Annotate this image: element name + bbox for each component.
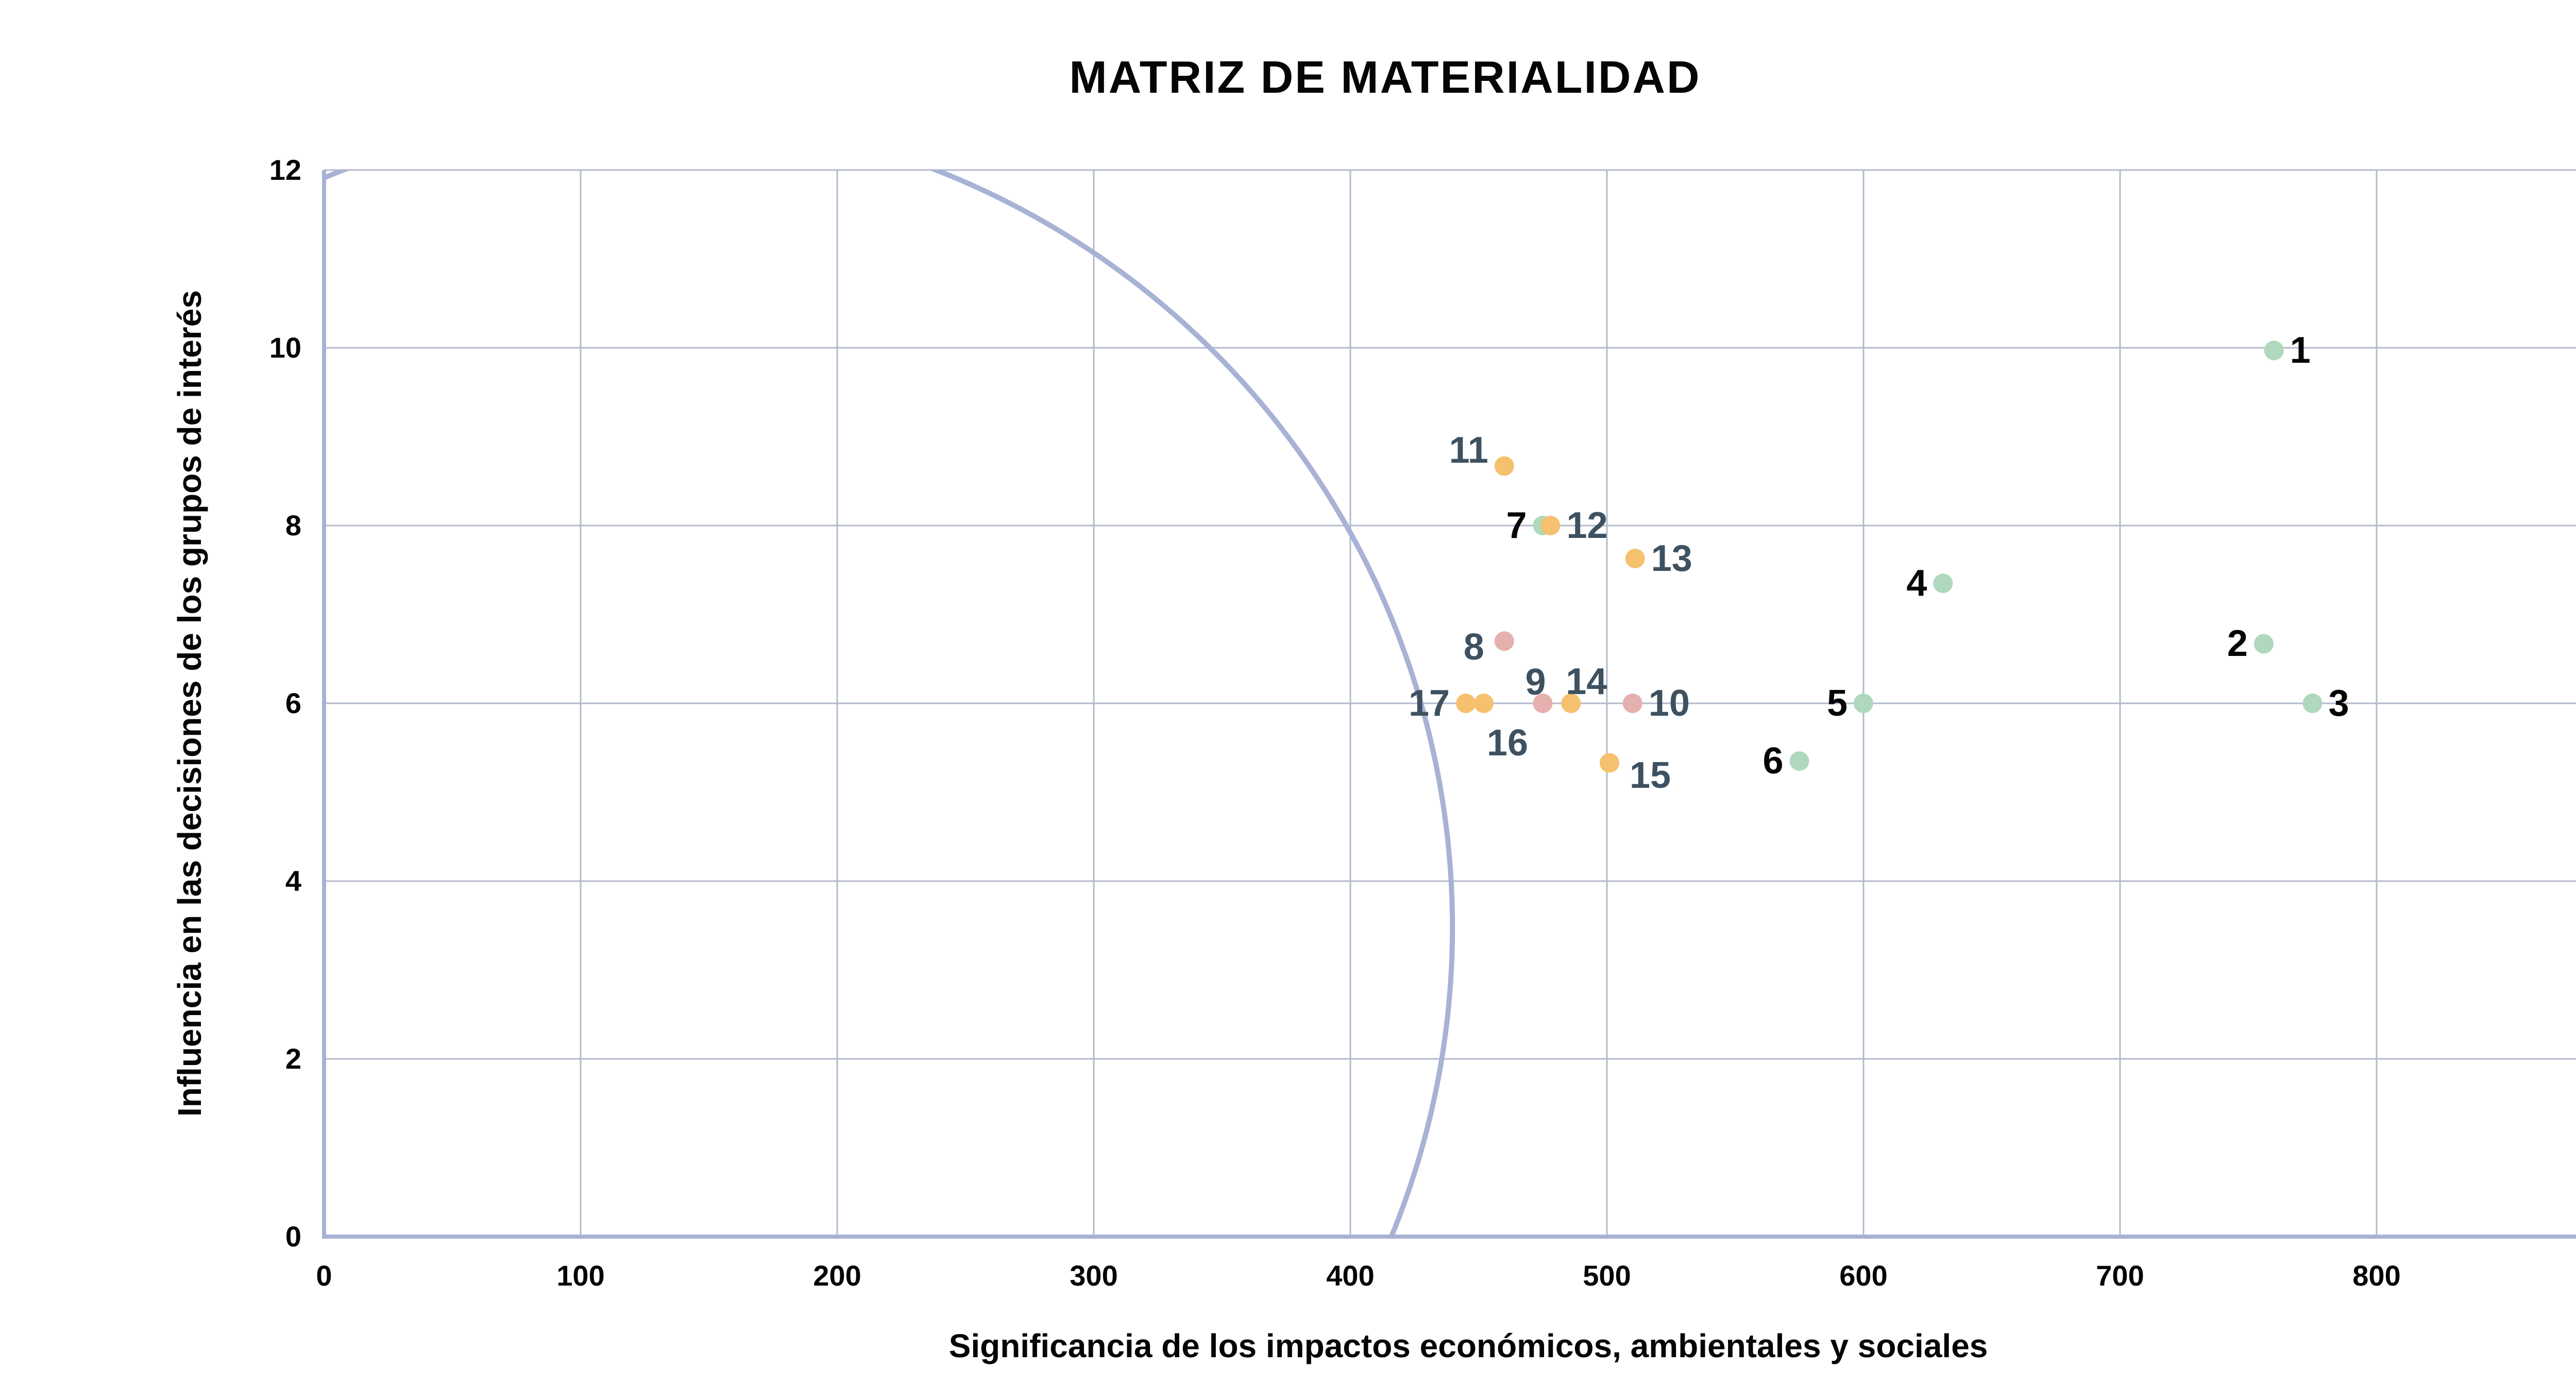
x-tick-label-800: 800: [2352, 1259, 2401, 1292]
x-tick-label-500: 500: [1583, 1259, 1631, 1292]
point-label-4: 4: [1906, 563, 1927, 604]
x-tick-label-300: 300: [1070, 1259, 1118, 1292]
point-dot-8: [1494, 631, 1514, 651]
point-dot-4: [1933, 573, 1953, 594]
point-dot-9: [1533, 694, 1553, 713]
point-label-17: 17: [1409, 683, 1450, 724]
point-dot-13: [1625, 548, 1645, 568]
y-tick-label-10: 10: [269, 331, 301, 364]
x-tick-label-400: 400: [1326, 1259, 1375, 1292]
point-label-10: 10: [1648, 683, 1690, 724]
point-label-6: 6: [1762, 740, 1784, 782]
y-tick-label-6: 6: [285, 687, 301, 719]
point-dot-16: [1473, 694, 1494, 713]
point-label-11: 11: [1449, 430, 1488, 471]
point-dot-15: [1599, 753, 1619, 773]
point-dot-2: [2253, 634, 2274, 654]
point-dot-17: [1456, 694, 1476, 713]
y-tick-label-0: 0: [285, 1220, 301, 1253]
point-label-16: 16: [1486, 722, 1528, 764]
point-label-1: 1: [2290, 330, 2311, 372]
point-label-9: 9: [1525, 662, 1546, 703]
point-label-7: 7: [1506, 505, 1527, 546]
point-dot-12: [1540, 516, 1561, 535]
point-dot-1: [2264, 341, 2284, 361]
x-tick-label-0: 0: [316, 1259, 332, 1292]
chart-title: MATRIZ DE MATERIALIDAD: [1069, 52, 1701, 103]
point-label-13: 13: [1651, 537, 1692, 579]
point-label-12: 12: [1566, 505, 1608, 546]
point-dot-11: [1494, 456, 1514, 476]
y-tick-label-12: 12: [269, 154, 301, 186]
materiality-boundary-arc: [324, 170, 1455, 1237]
x-tick-label-600: 600: [1839, 1259, 1888, 1292]
point-label-5: 5: [1826, 683, 1848, 724]
x-tick-label-700: 700: [2096, 1259, 2144, 1292]
y-tick-label-8: 8: [285, 509, 301, 542]
x-tick-label-100: 100: [556, 1259, 605, 1292]
point-dot-14: [1561, 694, 1581, 713]
point-label-3: 3: [2328, 683, 2349, 724]
point-label-2: 2: [2227, 623, 2248, 665]
x-axis-title: Significancia de los impactos económicos…: [948, 1327, 1988, 1364]
point-label-14: 14: [1566, 661, 1607, 702]
point-dot-5: [1854, 694, 1873, 713]
x-tick-label-200: 200: [813, 1259, 861, 1292]
y-tick-label-2: 2: [285, 1042, 301, 1075]
point-dot-6: [1789, 751, 1809, 771]
point-label-15: 15: [1629, 754, 1671, 796]
y-tick-label-4: 4: [285, 865, 301, 897]
point-dot-3: [2302, 694, 2323, 713]
point-label-8: 8: [1463, 627, 1484, 668]
point-dot-10: [1622, 694, 1642, 713]
